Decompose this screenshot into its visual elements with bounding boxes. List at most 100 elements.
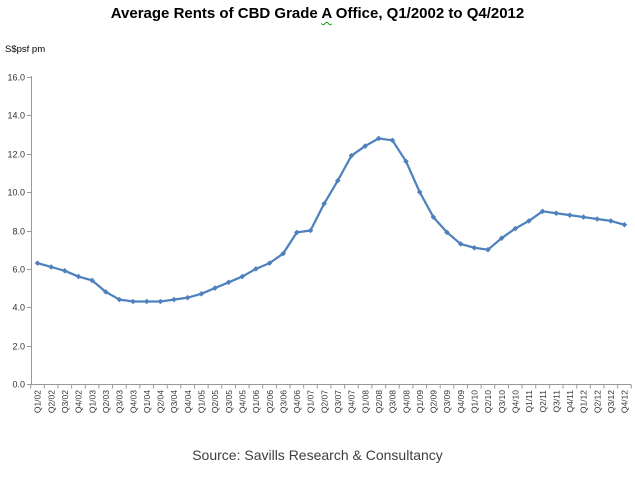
rent-series-marker: [403, 158, 409, 165]
rent-series-line: [36, 137, 626, 303]
x-tick-label: Q2/06: [265, 390, 275, 413]
x-tick-label: Q2/08: [374, 390, 384, 413]
rent-series-marker: [102, 289, 109, 295]
rent-series-marker: [567, 212, 573, 218]
rent-series-marker: [539, 208, 546, 215]
rent-series-marker: [321, 200, 327, 207]
x-tick-label: Q4/07: [347, 390, 357, 413]
x-tick-label: Q3/05: [224, 390, 234, 413]
rent-series-marker: [608, 218, 614, 224]
rent-series-marker: [280, 250, 286, 257]
rent-series-marker: [512, 225, 519, 232]
x-tick-label: Q2/05: [210, 390, 220, 413]
x-tick-label: Q2/03: [101, 390, 111, 413]
y-tick-label: 12.0: [7, 150, 25, 160]
rent-series-marker: [157, 298, 164, 305]
x-tick-label: Q1/03: [87, 390, 97, 413]
x-tick-label: Q1/12: [579, 390, 589, 413]
rent-series-marker: [307, 227, 314, 234]
rent-series-marker: [184, 294, 191, 301]
x-tick-label: Q4/04: [183, 390, 193, 413]
rent-series-marker: [143, 298, 150, 305]
rent-series-marker: [485, 246, 491, 253]
x-tick-label: Q2/07: [319, 390, 329, 413]
rent-series-marker: [130, 298, 136, 305]
x-tick-label: Q3/04: [169, 390, 179, 413]
x-tick-label: Q3/07: [333, 390, 343, 413]
x-tick-label: Q4/11: [565, 390, 575, 413]
x-tick-label: Q1/05: [197, 390, 207, 413]
x-tick-label: Q4/06: [292, 390, 302, 413]
x-tick-label: Q2/10: [483, 390, 493, 413]
rent-series-marker: [335, 177, 341, 184]
rent-series-marker: [34, 260, 41, 266]
x-tick-label: Q4/12: [620, 390, 630, 413]
chart-title: Average Rents of CBD Grade A Office, Q1/…: [0, 5, 635, 22]
spellcheck-underlined-word: A: [321, 5, 332, 22]
rent-series-marker: [526, 218, 532, 224]
rent-series-marker: [212, 285, 218, 291]
rent-series-marker: [253, 266, 259, 272]
rent-series-marker: [266, 260, 273, 266]
x-tick-label: Q1/10: [470, 390, 480, 413]
rent-series-marker: [444, 229, 450, 236]
x-tick-label: Q2/12: [592, 390, 602, 413]
rent-series-marker: [498, 235, 505, 241]
y-tick-label: 8.0: [12, 227, 25, 237]
rent-series-marker: [62, 267, 68, 274]
y-tick-label: 0.0: [12, 380, 25, 390]
rent-series-marker: [457, 241, 464, 247]
rent-series-marker: [171, 296, 177, 303]
rent-series-marker: [389, 137, 396, 144]
rent-series-marker: [48, 264, 54, 270]
rent-series-marker: [116, 296, 123, 303]
y-axis-unit-label: S$psf pm: [5, 44, 46, 55]
x-tick-label: Q3/08: [388, 390, 398, 413]
y-tick-label: 14.0: [7, 111, 25, 121]
x-tick-label: Q2/02: [46, 390, 56, 413]
rent-series-marker: [471, 244, 478, 251]
x-tick-label: Q2/09: [429, 390, 439, 413]
x-tick-label: Q3/06: [278, 390, 288, 413]
rent-series-marker: [553, 210, 559, 217]
rent-series-marker: [225, 279, 232, 286]
x-tick-label: Q4/09: [456, 390, 466, 413]
y-tick-label: 2.0: [12, 342, 25, 352]
rent-series-marker: [621, 221, 628, 228]
y-tick-label: 16.0: [7, 73, 25, 83]
rent-series-marker: [416, 189, 423, 195]
rent-series-marker: [198, 291, 205, 297]
chart-title-suffix: Office, Q1/2002 to Q4/2012: [331, 5, 525, 22]
y-tick-label: 4.0: [12, 303, 25, 313]
x-tick-label: Q1/04: [142, 390, 152, 413]
x-tick-label: Q1/11: [524, 390, 534, 413]
x-tick-label: Q1/02: [33, 390, 43, 413]
rent-series-marker: [294, 229, 300, 236]
rent-series-marker: [75, 273, 82, 280]
y-tick-label: 6.0: [12, 265, 25, 275]
rent-series-marker: [239, 273, 246, 280]
x-tick-label: Q2/04: [156, 390, 166, 413]
x-tick-label: Q4/05: [237, 390, 247, 413]
x-tick-label: Q3/12: [606, 390, 616, 413]
x-tick-label: Q1/09: [415, 390, 425, 413]
x-tick-label: Q3/11: [551, 390, 561, 413]
rent-series-marker: [594, 216, 600, 222]
x-tick-label: Q4/08: [401, 390, 411, 413]
y-tick-label: 10.0: [7, 188, 25, 198]
source-caption: Source: Savills Research & Consultancy: [192, 447, 443, 463]
x-tick-label: Q4/10: [510, 390, 520, 413]
x-tick-label: Q3/03: [115, 390, 125, 413]
rent-series-marker: [362, 143, 368, 149]
rent-series-marker: [89, 277, 95, 284]
rent-series-marker: [375, 135, 382, 142]
x-tick-label: Q3/09: [442, 390, 452, 413]
rent-series-marker: [348, 152, 355, 159]
x-tick-label: Q3/02: [60, 390, 70, 413]
rent-series-marker: [580, 214, 587, 220]
x-tick-label: Q1/06: [251, 390, 261, 413]
x-tick-label: Q4/02: [74, 390, 84, 413]
rent-series-marker: [430, 214, 437, 220]
